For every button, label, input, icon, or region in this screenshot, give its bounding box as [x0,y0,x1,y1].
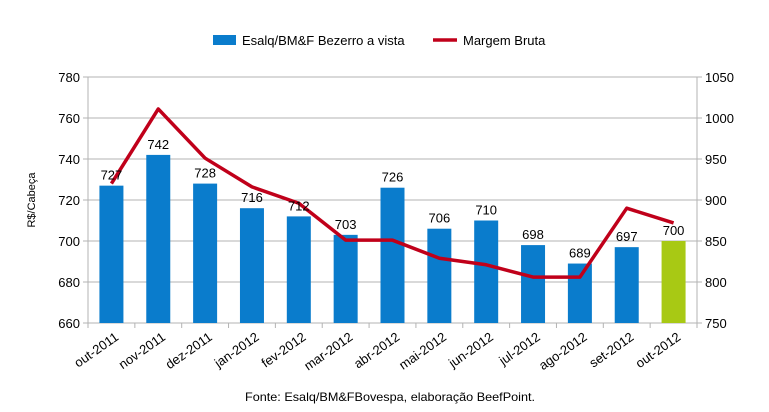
y-axis-title: R$/Cabeça [26,172,38,228]
y2-tick-label: 1050 [705,70,734,85]
y-tick-label: 720 [58,193,80,208]
bar-value-label: 742 [147,137,169,152]
x-tick-label: set-2012 [586,329,636,370]
bar-value-label: 726 [382,170,404,185]
x-tick-label: out-2012 [633,329,684,371]
x-tick-label: jun-2012 [445,329,496,371]
bar-value-label: 710 [475,203,497,218]
bar-value-label: 689 [569,246,591,261]
bar [287,216,311,323]
bar [193,184,217,323]
bar [240,208,264,323]
bar-value-label: 700 [663,223,685,238]
y-tick-label: 760 [58,111,80,126]
bar-value-label: 697 [616,229,638,244]
bar [381,188,405,323]
bar [615,247,639,323]
y-tick-label: 700 [58,234,80,249]
bar [662,241,686,323]
x-tick-label: dez-2011 [163,329,215,372]
bar [568,264,592,323]
bar-value-label: 703 [335,217,357,232]
y-tick-label: 680 [58,275,80,290]
x-tick-label: abr-2012 [351,329,402,371]
y2-tick-label: 850 [705,234,727,249]
x-tick-label: nov-2011 [116,329,168,372]
y-tick-label: 740 [58,152,80,167]
bar-value-label: 698 [522,227,544,242]
bar [521,245,545,323]
x-tick-label: jul-2012 [495,329,542,368]
bar-value-label: 712 [288,198,310,213]
x-tick-label: mar-2012 [301,329,355,373]
bar [427,229,451,323]
bar [474,221,498,324]
legend-swatch-bar [213,35,236,45]
x-tick-label: fev-2012 [258,329,308,370]
x-tick-label: ago-2012 [536,329,590,373]
x-tick-label: jan-2012 [211,329,262,371]
y2-tick-label: 800 [705,275,727,290]
bar [146,155,170,323]
bar [334,235,358,323]
legend: Esalq/BM&F Bezerro a vista Margem Bruta [213,33,546,48]
bar-value-label: 706 [428,211,450,226]
y-tick-label: 660 [58,316,80,331]
legend-label-line: Margem Bruta [463,33,546,48]
y-tick-label: 780 [58,70,80,85]
x-tick-label: mai-2012 [396,329,449,372]
bar-value-label: 728 [194,166,216,181]
x-tick-label: out-2011 [71,329,121,370]
y2-tick-label: 1000 [705,111,734,126]
bar-value-label: 727 [101,168,123,183]
bar-value-label: 716 [241,190,263,205]
source-note: Fonte: Esalq/BM&FBovespa, elaboração Bee… [245,390,535,404]
legend-label-bar: Esalq/BM&F Bezerro a vista [242,33,405,48]
y2-tick-label: 900 [705,193,727,208]
bar [99,186,123,323]
y2-tick-label: 750 [705,316,727,331]
y2-tick-label: 950 [705,152,727,167]
